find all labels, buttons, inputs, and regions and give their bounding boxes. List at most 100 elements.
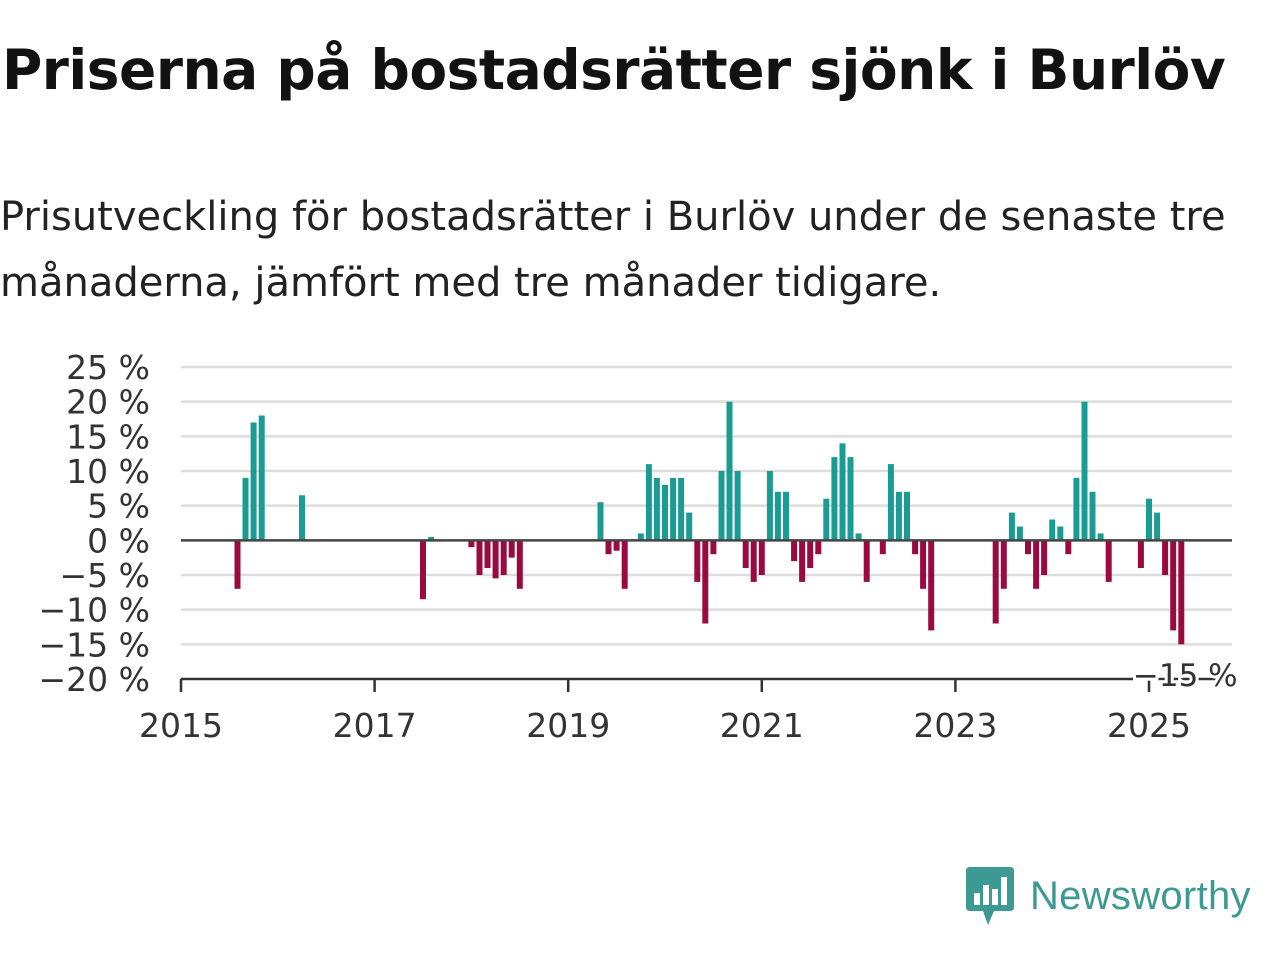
bar (904, 491, 910, 541)
x-tick-label: 2017 (333, 706, 417, 740)
bar (1178, 540, 1185, 645)
bar (702, 540, 709, 624)
bar (1105, 540, 1112, 582)
bar (1146, 498, 1152, 541)
bar (694, 540, 701, 582)
bar (783, 491, 789, 541)
bar (1000, 540, 1007, 589)
bar (428, 536, 435, 541)
bar (1097, 533, 1104, 541)
bar (774, 491, 781, 541)
bar (468, 540, 475, 548)
bar (815, 540, 822, 555)
bar (920, 540, 927, 589)
bar (234, 540, 241, 589)
bar (670, 477, 677, 541)
y-tick-label: −15 % (39, 625, 151, 664)
bar (476, 540, 483, 575)
bar (662, 484, 668, 541)
y-tick-label: −5 % (60, 556, 151, 595)
y-tick-label: 5 % (87, 487, 150, 526)
bar (1025, 540, 1031, 555)
x-tick-label: 2023 (913, 706, 997, 740)
y-tick-label: 25 % (66, 348, 150, 387)
bar (299, 495, 305, 541)
bar (653, 477, 660, 541)
bar (855, 533, 862, 541)
bar (887, 464, 894, 541)
bar (613, 540, 620, 551)
bar (492, 540, 499, 579)
logo-text: Newsworthy (1030, 873, 1251, 918)
bar (250, 422, 257, 541)
bars (234, 401, 1185, 645)
bar (484, 540, 491, 568)
bar (807, 540, 814, 568)
x-tick-label: 2021 (720, 706, 804, 740)
bar (516, 540, 523, 589)
bar (758, 540, 765, 575)
last-value-annotation: −15 % (1133, 658, 1238, 694)
bar (863, 540, 870, 582)
bar (637, 533, 644, 541)
bar (597, 502, 604, 541)
bar (508, 540, 515, 558)
bar-chart: 25 %20 %15 %10 %5 %0 %−5 %−10 %−15 %−20 … (39, 348, 1241, 740)
bar (742, 540, 749, 568)
bar (791, 540, 798, 562)
y-tick-label: −20 % (39, 660, 151, 699)
bar (1041, 540, 1048, 575)
bar (912, 540, 919, 555)
bar (258, 415, 265, 541)
x-tick-label: 2015 (139, 706, 223, 740)
bar (799, 540, 806, 582)
bar (1170, 540, 1177, 631)
bar (879, 540, 886, 555)
x-tick-label: 2025 (1107, 706, 1191, 740)
bar (1057, 526, 1064, 541)
y-tick-label: 20 % (66, 383, 150, 422)
bar (1016, 526, 1023, 541)
y-tick-label: 0 % (87, 521, 150, 560)
x-tick-label: 2019 (526, 706, 610, 740)
bar (1089, 491, 1096, 541)
bar (718, 471, 725, 541)
y-tick-label: −10 % (39, 591, 151, 630)
chart-title: Priserna på bostadsrätter sjönk i Burlöv (2, 38, 1226, 102)
bar (645, 464, 652, 541)
newsworthy-logo: Newsworthy (964, 864, 1251, 928)
axes (179, 539, 1232, 692)
bar (1154, 512, 1161, 541)
y-tick-label: 15 % (66, 417, 150, 456)
bar (928, 540, 935, 631)
bar (823, 498, 830, 541)
bar (895, 491, 902, 541)
bar (1033, 540, 1040, 589)
bar (621, 540, 628, 589)
bar (1081, 401, 1088, 541)
y-tick-label: 10 % (66, 452, 150, 491)
bar (831, 457, 838, 541)
bar (734, 471, 741, 541)
bar (500, 540, 507, 575)
bar (420, 540, 426, 600)
bar (847, 457, 854, 541)
bar (992, 540, 999, 624)
chart-subtitle: Prisutveckling för bostadsrätter i Burlö… (0, 194, 1226, 306)
bar (839, 443, 846, 541)
bar (678, 477, 685, 541)
bar (766, 471, 773, 541)
bar (242, 477, 249, 541)
bar (750, 540, 757, 582)
bar (1049, 519, 1056, 541)
bar (1073, 477, 1080, 541)
bar (726, 401, 733, 541)
bar (1162, 540, 1169, 575)
bar (710, 540, 717, 555)
bar (1065, 540, 1072, 555)
bar (605, 540, 612, 555)
labels: 25 %20 %15 %10 %5 %0 %−5 %−10 %−15 %−20 … (39, 348, 1241, 740)
bar (1008, 512, 1015, 541)
newsworthy-logo-icon (966, 867, 1014, 925)
bar (1137, 540, 1144, 568)
